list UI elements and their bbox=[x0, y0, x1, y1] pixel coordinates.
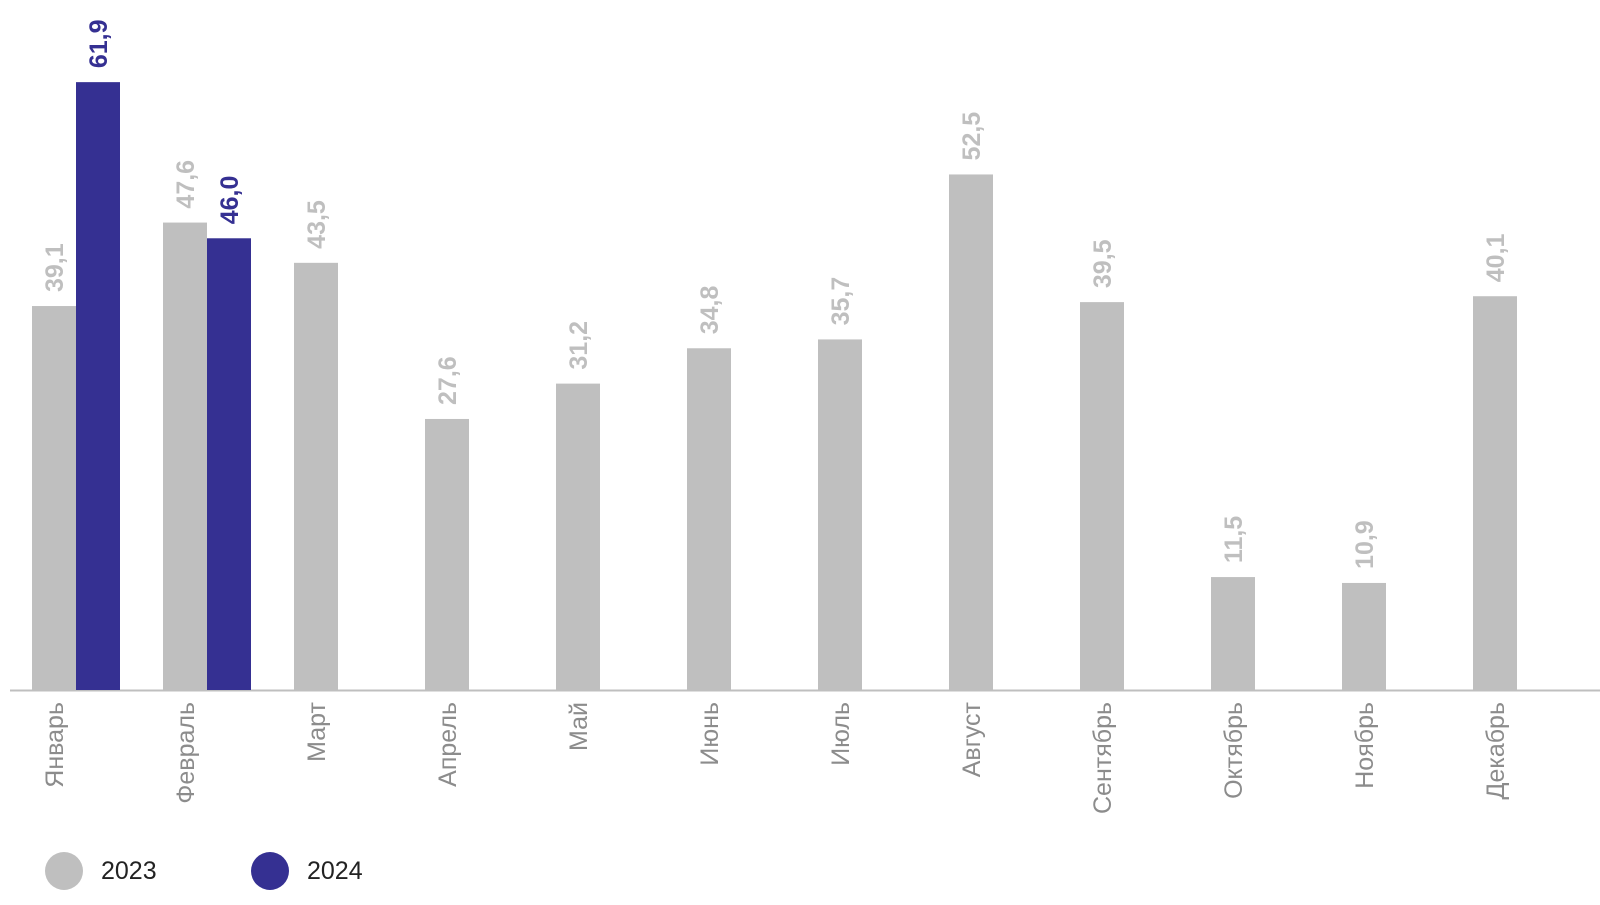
legend-label-2023: 2023 bbox=[101, 856, 157, 885]
bar-2023-4 bbox=[425, 418, 469, 690]
bar-2023-3 bbox=[294, 262, 338, 690]
category-label-1: Январь bbox=[41, 702, 69, 788]
legend-item-2024: 2024 bbox=[251, 852, 363, 890]
category-label-11: Ноябрь bbox=[1351, 702, 1379, 789]
category-label-4: Апрель bbox=[434, 702, 462, 787]
category-label-9: Сентябрь bbox=[1089, 702, 1117, 814]
bar-2024-2 bbox=[207, 238, 251, 690]
data-label-2024-1: 61,9 bbox=[85, 19, 113, 68]
category-label-8: Август bbox=[958, 701, 986, 777]
data-label-2023-3: 43,5 bbox=[303, 200, 331, 249]
category-label-12: Декабрь bbox=[1482, 702, 1510, 799]
category-label-2: Февраль bbox=[172, 702, 200, 804]
data-label-2023-7: 35,7 bbox=[827, 277, 855, 326]
bar-2023-2 bbox=[163, 222, 207, 690]
category-label-6: Июнь bbox=[696, 702, 724, 766]
data-label-2023-5: 31,2 bbox=[565, 321, 593, 370]
bar-2023-5 bbox=[556, 383, 600, 690]
bar-2023-9 bbox=[1080, 302, 1124, 690]
data-label-2023-9: 39,5 bbox=[1089, 239, 1117, 288]
bar-2023-8 bbox=[949, 174, 993, 690]
data-label-2023-12: 40,1 bbox=[1482, 233, 1510, 282]
data-label-2023-8: 52,5 bbox=[958, 112, 986, 161]
data-label-2023-6: 34,8 bbox=[696, 286, 724, 335]
data-label-2023-4: 27,6 bbox=[434, 356, 462, 405]
bar-2023-1 bbox=[32, 306, 76, 690]
bar-2023-11 bbox=[1342, 582, 1386, 690]
legend-swatch-2024 bbox=[251, 852, 289, 890]
bar-2023-7 bbox=[818, 339, 862, 690]
category-label-3: Март bbox=[303, 701, 331, 761]
data-label-2023-10: 11,5 bbox=[1220, 516, 1248, 563]
data-label-2023-11: 10,9 bbox=[1351, 520, 1379, 569]
category-label-7: Июль bbox=[827, 702, 855, 766]
legend-item-2023: 2023 bbox=[45, 852, 157, 890]
bar-2023-10 bbox=[1211, 577, 1255, 690]
bar-2024-1 bbox=[76, 82, 120, 691]
data-label-2024-2: 46,0 bbox=[216, 176, 244, 225]
bar-2023-6 bbox=[687, 348, 731, 690]
data-label-2023-1: 39,1 bbox=[41, 243, 69, 292]
category-label-5: Май bbox=[565, 702, 593, 751]
bar-2023-12 bbox=[1473, 296, 1517, 690]
legend-swatch-2023 bbox=[45, 852, 83, 890]
category-label-10: Октябрь bbox=[1220, 702, 1248, 799]
legend-label-2024: 2024 bbox=[307, 856, 363, 885]
data-label-2023-2: 47,6 bbox=[172, 160, 200, 209]
